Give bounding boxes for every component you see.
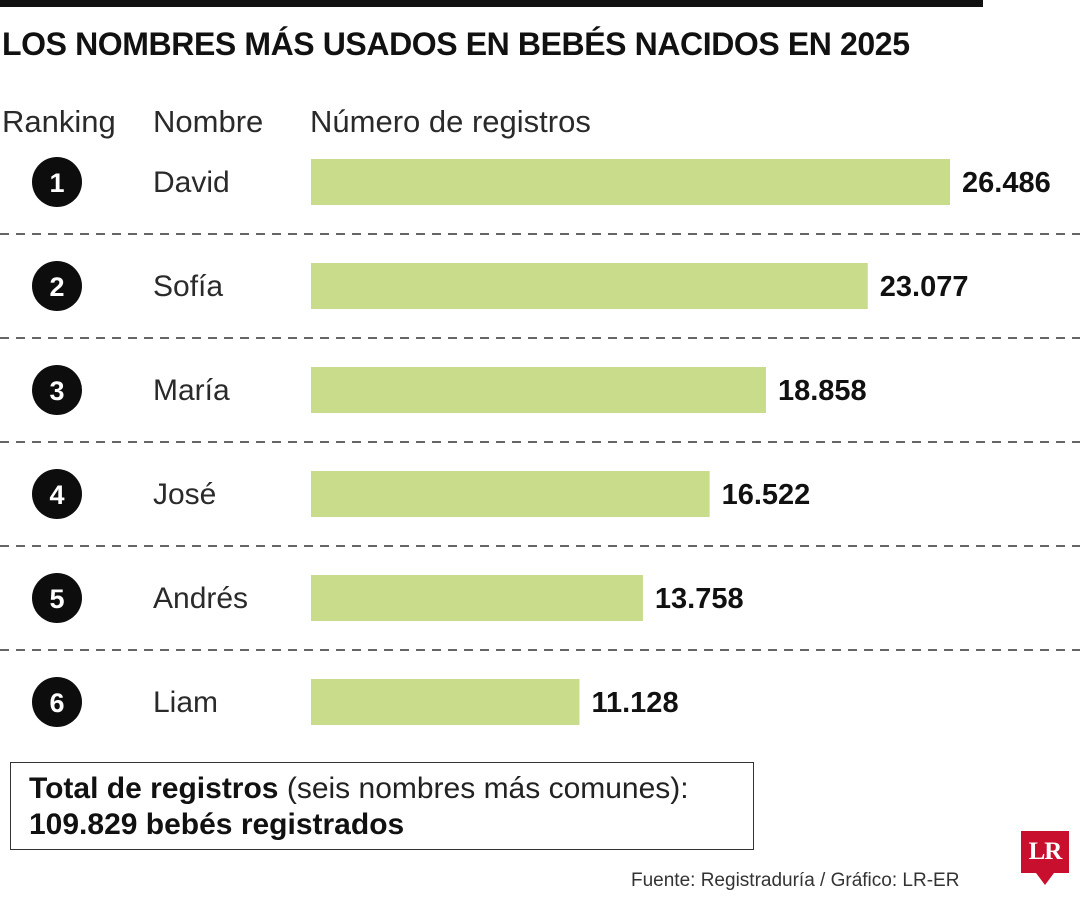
data-label: 16.522	[722, 479, 811, 511]
category-label: María	[153, 374, 230, 407]
lr-logo-tail	[1036, 873, 1054, 885]
data-label: 11.128	[591, 687, 678, 719]
rank-badge	[32, 261, 82, 311]
bar	[311, 159, 950, 205]
data-label: 13.758	[655, 583, 744, 615]
category-label: Andrés	[153, 582, 248, 615]
bar-chart: 1 David 26.486 2 Sofía 23.077 3 María 18.858 4 Jos…	[0, 157, 1080, 727]
rank-badge	[32, 365, 82, 415]
rank-badge	[32, 157, 82, 207]
total-note: (seis nombres más comunes):	[278, 772, 689, 805]
rank-number: 3	[49, 376, 64, 406]
rank-number: 6	[49, 688, 64, 718]
category-label: Liam	[153, 686, 218, 719]
total-value: 109.829 bebés registrados	[29, 808, 405, 841]
total-box: Total de registros (seis nombres más com…	[10, 762, 754, 850]
rank-badge	[32, 677, 82, 727]
rank-number: 4	[49, 480, 64, 510]
data-label: 18.858	[778, 375, 867, 407]
bar	[311, 263, 868, 309]
rank-badge	[32, 573, 82, 623]
bar	[311, 679, 580, 725]
category-label: David	[153, 166, 230, 199]
category-label: José	[153, 478, 216, 511]
column-header-nombre: Nombre	[153, 104, 264, 139]
bar	[311, 367, 766, 413]
bar	[311, 575, 643, 621]
category-label: Sofía	[153, 270, 223, 303]
data-label: 26.486	[962, 167, 1051, 199]
total-label: Total de registros	[29, 772, 279, 805]
rank-number: 2	[49, 272, 64, 302]
rank-number: 5	[49, 584, 64, 614]
rank-number: 1	[49, 168, 64, 198]
lr-logo: LR	[1021, 831, 1069, 873]
data-label: 23.077	[880, 271, 969, 303]
column-header-registros: Número de registros	[310, 104, 591, 139]
top-rule	[0, 0, 983, 7]
chart-title: LOS NOMBRES MÁS USADOS EN BEBÉS NACIDOS …	[2, 26, 910, 62]
rank-badge	[32, 469, 82, 519]
column-header-ranking: Ranking	[2, 104, 116, 139]
bar	[311, 471, 710, 517]
source-credit: Fuente: Registraduría / Gráfico: LR-ER	[631, 870, 960, 891]
